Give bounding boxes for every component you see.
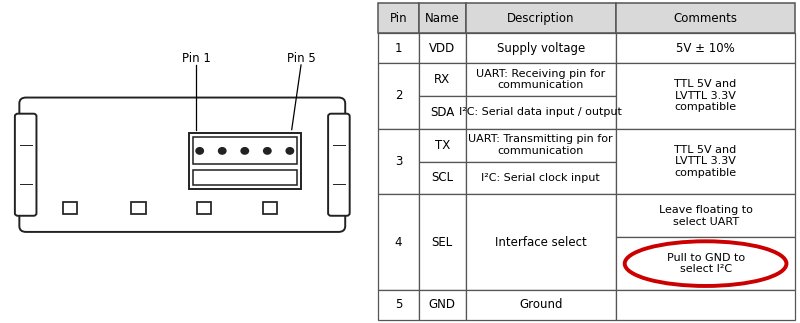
FancyBboxPatch shape <box>15 114 37 216</box>
Text: Kasner: Kasner <box>82 173 202 202</box>
Text: I²C: Serial data input / output: I²C: Serial data input / output <box>459 107 622 117</box>
Bar <box>466 63 616 96</box>
Text: Comments: Comments <box>674 12 738 25</box>
Text: Pin: Pin <box>390 12 407 25</box>
Bar <box>466 290 616 320</box>
Text: SEL: SEL <box>432 235 453 249</box>
Bar <box>131 202 146 214</box>
Bar <box>419 162 466 194</box>
Text: UART: Receiving pin for
communication: UART: Receiving pin for communication <box>476 68 606 90</box>
Bar <box>616 3 795 33</box>
Bar <box>419 290 466 320</box>
Bar <box>378 3 419 33</box>
Bar <box>419 96 466 129</box>
Bar <box>378 290 419 320</box>
Bar <box>616 63 795 129</box>
Text: 3: 3 <box>395 155 402 168</box>
Bar <box>193 137 297 164</box>
Text: TTL 5V and
LVTTL 3.3V
compatible: TTL 5V and LVTTL 3.3V compatible <box>674 79 737 112</box>
Text: Kasner: Kasner <box>575 166 695 195</box>
Bar <box>419 194 466 290</box>
Text: 4: 4 <box>394 235 402 249</box>
Text: SDA: SDA <box>430 106 454 119</box>
Text: 5: 5 <box>395 298 402 311</box>
Bar <box>466 3 616 33</box>
Bar <box>378 194 419 290</box>
Bar <box>466 162 616 194</box>
Text: SCL: SCL <box>431 172 454 184</box>
Circle shape <box>241 148 249 154</box>
Text: Pin 1: Pin 1 <box>182 52 210 65</box>
Text: VDD: VDD <box>430 42 455 55</box>
Bar <box>466 33 616 63</box>
Bar <box>616 237 795 290</box>
Bar <box>616 290 795 320</box>
Bar <box>262 202 277 214</box>
Bar <box>466 194 616 290</box>
Text: Description: Description <box>507 12 574 25</box>
Bar <box>378 129 419 194</box>
Bar <box>419 63 466 96</box>
Text: GND: GND <box>429 298 456 311</box>
FancyBboxPatch shape <box>19 98 346 232</box>
Text: UART: Transmitting pin for
communication: UART: Transmitting pin for communication <box>469 134 613 156</box>
Text: RX: RX <box>434 73 450 86</box>
Bar <box>616 129 795 194</box>
Text: Pin 5: Pin 5 <box>286 52 315 65</box>
Text: Pull to GND to
select I²C: Pull to GND to select I²C <box>666 253 745 275</box>
Bar <box>616 33 795 63</box>
Text: 1: 1 <box>394 42 402 55</box>
Circle shape <box>218 148 226 154</box>
Text: TX: TX <box>434 139 450 151</box>
Text: I²C: Serial clock input: I²C: Serial clock input <box>482 173 600 183</box>
Bar <box>419 129 466 162</box>
Text: Supply voltage: Supply voltage <box>497 42 585 55</box>
Bar <box>466 129 616 162</box>
Bar <box>616 194 795 237</box>
Text: 2: 2 <box>394 89 402 102</box>
Text: TTL 5V and
LVTTL 3.3V
compatible: TTL 5V and LVTTL 3.3V compatible <box>674 145 737 178</box>
Text: Name: Name <box>425 12 460 25</box>
Text: Ground: Ground <box>519 298 562 311</box>
Bar <box>419 33 466 63</box>
Text: 5V ± 10%: 5V ± 10% <box>676 42 735 55</box>
FancyBboxPatch shape <box>328 114 350 216</box>
Bar <box>378 33 419 63</box>
Text: Interface select: Interface select <box>495 235 586 249</box>
Circle shape <box>196 148 203 154</box>
Bar <box>197 202 211 214</box>
Bar <box>378 63 419 129</box>
Circle shape <box>263 148 271 154</box>
Bar <box>466 96 616 129</box>
Text: Leave floating to
select UART: Leave floating to select UART <box>658 205 753 227</box>
FancyBboxPatch shape <box>189 133 301 189</box>
Circle shape <box>286 148 294 154</box>
Bar <box>193 170 297 185</box>
Bar <box>419 3 466 33</box>
Bar <box>62 202 77 214</box>
